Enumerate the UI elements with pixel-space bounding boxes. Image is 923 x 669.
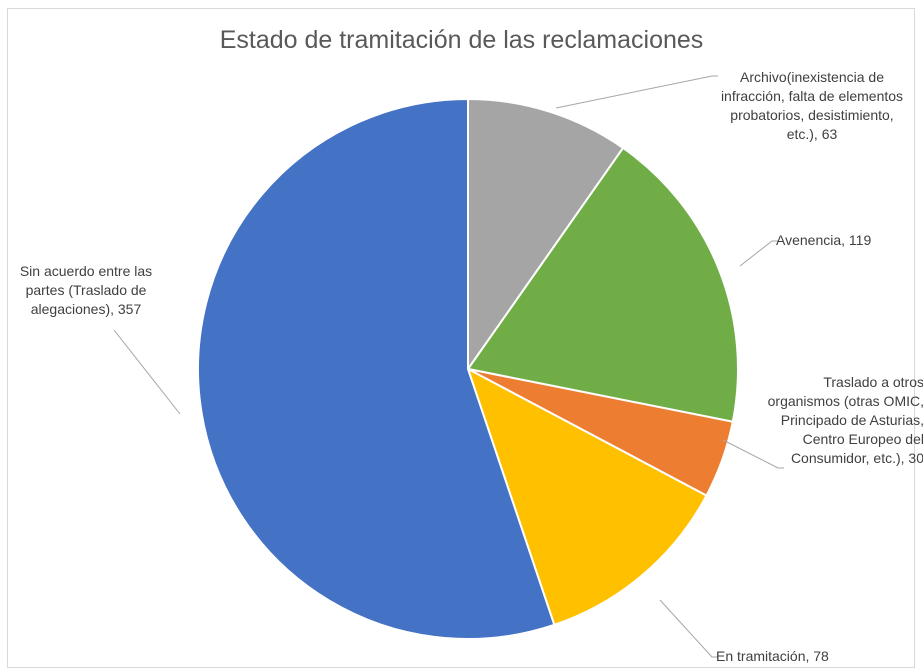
leader-line bbox=[659, 599, 718, 658]
chart-title: Estado de tramitación de las reclamacion… bbox=[219, 26, 704, 54]
leader-line bbox=[113, 329, 181, 415]
data-label: Traslado a otros organismos (otras OMIC,… bbox=[767, 374, 923, 466]
pie-slice bbox=[197, 97, 556, 640]
leader-line bbox=[739, 240, 778, 267]
data-label: Sin acuerdo entre las partes (Traslado d… bbox=[19, 263, 153, 317]
data-label: Archivo(inexistencia de infracción, falt… bbox=[720, 69, 904, 142]
data-label: Avenencia, 119 bbox=[776, 232, 872, 248]
slices bbox=[197, 97, 739, 640]
leader-line bbox=[555, 75, 718, 109]
leader-lines bbox=[113, 75, 784, 658]
pie-slice bbox=[466, 146, 739, 423]
pie-slice bbox=[466, 366, 708, 627]
pie-slice bbox=[467, 97, 625, 373]
leader-line bbox=[722, 439, 784, 469]
data-label: En tramitación, 78 bbox=[716, 648, 829, 664]
